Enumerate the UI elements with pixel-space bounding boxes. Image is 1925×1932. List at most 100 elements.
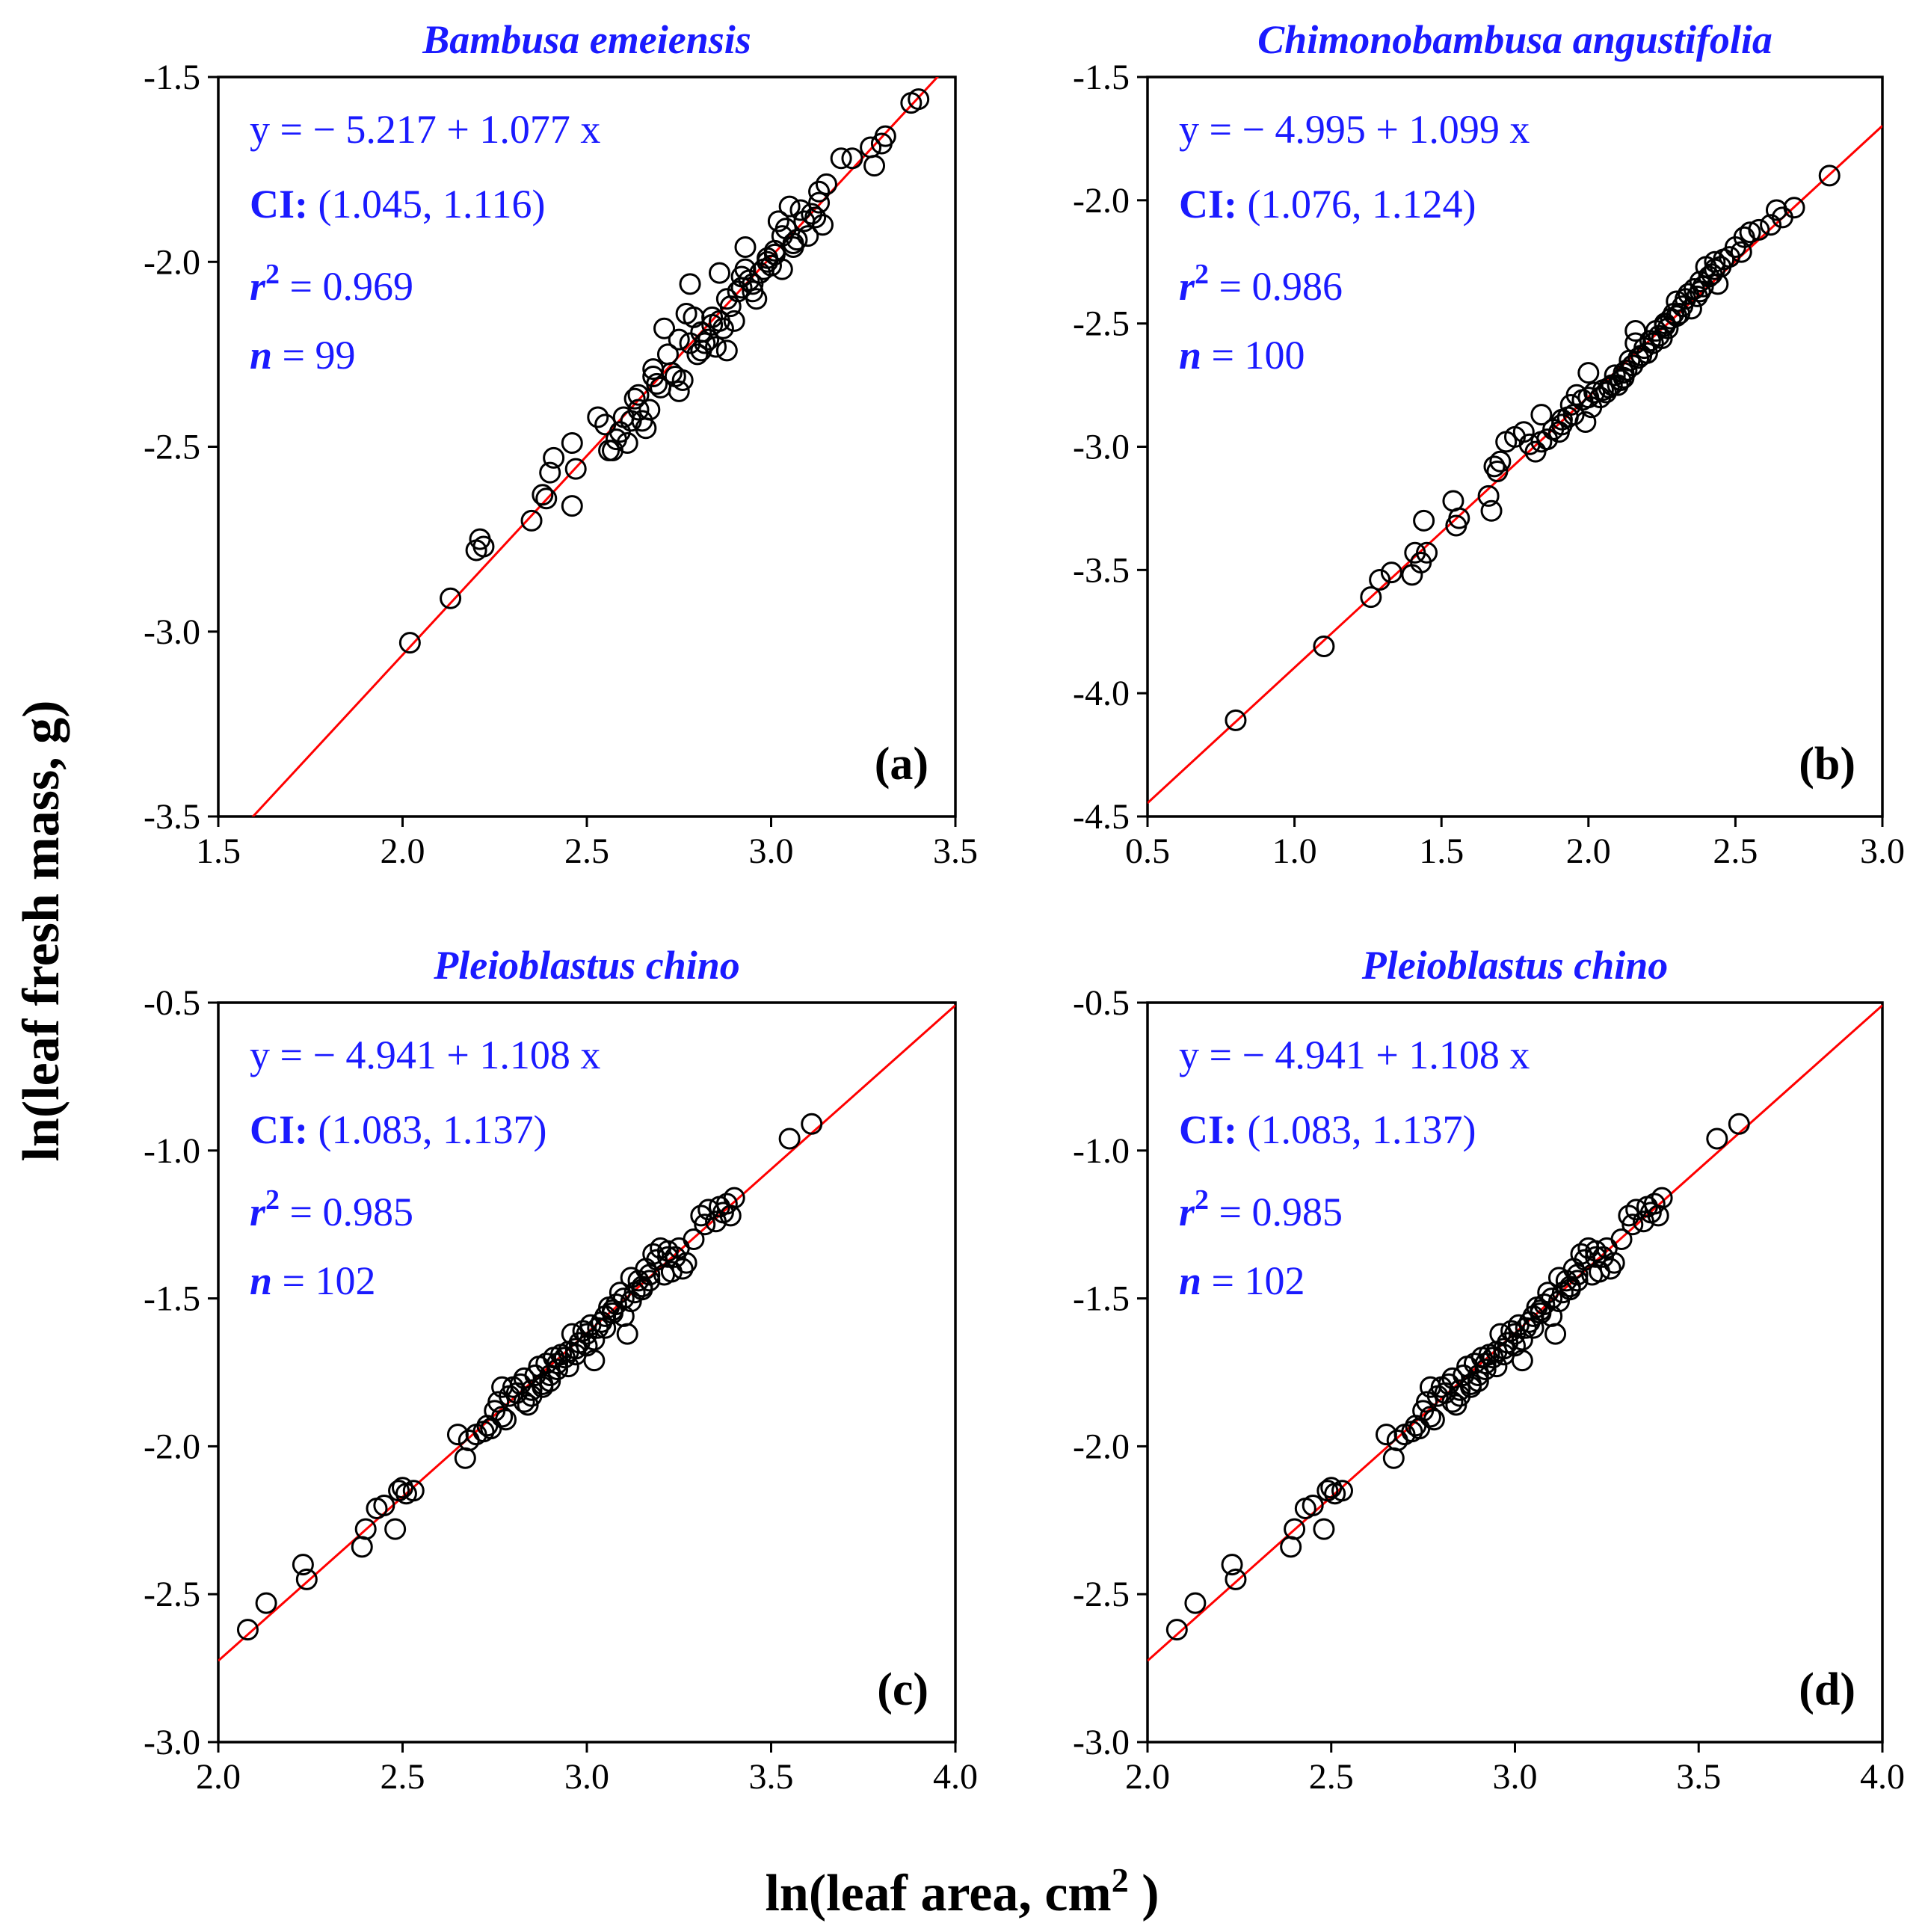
data-point — [1512, 421, 1535, 443]
y-tick-label: -1.5 — [144, 58, 200, 97]
data-point — [627, 384, 650, 406]
data-point — [1489, 450, 1512, 473]
x-tick-label: 4.0 — [1860, 1757, 1905, 1797]
data-point — [1511, 1350, 1533, 1372]
data-point — [1621, 1213, 1644, 1236]
x-tick-label: 3.0 — [564, 1757, 609, 1797]
data-point — [1221, 1554, 1243, 1576]
n-value: = 99 — [272, 333, 355, 378]
data-point — [1441, 1391, 1464, 1413]
x-tick-label: 3.0 — [749, 831, 794, 871]
data-point — [1369, 569, 1391, 591]
data-point — [757, 247, 779, 269]
data-point — [715, 1193, 738, 1215]
data-point — [1184, 1592, 1207, 1614]
data-point — [830, 147, 852, 170]
x-axis-title-main: ln(leaf area, cm — [765, 1865, 1111, 1922]
r2-value: = 0.969 — [280, 264, 413, 309]
data-point — [656, 1246, 679, 1268]
x-tick-label: 3.5 — [1676, 1757, 1721, 1797]
data-point — [671, 369, 694, 391]
data-point — [557, 1356, 579, 1378]
data-point — [620, 410, 642, 432]
data-point — [354, 1518, 377, 1540]
data-point — [440, 587, 462, 609]
data-point — [1624, 320, 1647, 342]
data-point — [384, 1518, 407, 1540]
x-tick-label: 1.5 — [196, 831, 241, 871]
data-point — [495, 1409, 517, 1431]
data-point — [646, 372, 668, 395]
x-tick-label: 2.5 — [1309, 1757, 1354, 1797]
data-point — [616, 1323, 638, 1345]
r2-superscript: 2 — [265, 1184, 280, 1216]
r2-superscript: 2 — [1195, 1184, 1209, 1216]
data-point — [701, 306, 724, 328]
data-point — [782, 233, 804, 255]
data-point — [1585, 1240, 1607, 1262]
data-point — [1320, 1477, 1343, 1499]
data-point — [564, 1338, 587, 1360]
data-point — [623, 387, 646, 410]
data-point — [612, 1305, 635, 1327]
x-tick-label: 4.0 — [933, 1757, 978, 1797]
confidence-interval: CI: (1.083, 1.137) — [1179, 1107, 1476, 1152]
n-label: n — [1179, 1258, 1201, 1303]
data-point — [1284, 1518, 1306, 1540]
data-point — [1559, 1279, 1581, 1301]
ci-label: CI: — [250, 182, 308, 227]
r-squared: r2 = 0.969 — [250, 259, 413, 309]
r2-label: r — [250, 1190, 266, 1234]
data-point — [1570, 1243, 1592, 1265]
n-label: n — [250, 333, 272, 378]
ci-value: (1.076, 1.124) — [1237, 182, 1476, 227]
regression-equation: y = − 5.217 + 1.077 x — [250, 107, 600, 152]
data-point — [771, 225, 793, 247]
x-tick-label: 2.0 — [196, 1757, 241, 1797]
data-point — [1739, 221, 1761, 244]
data-point — [351, 1536, 373, 1558]
data-point — [675, 1252, 697, 1274]
data-point — [561, 495, 583, 517]
ci-value: (1.083, 1.137) — [308, 1107, 546, 1152]
confidence-interval: CI: (1.045, 1.116) — [250, 182, 545, 227]
x-tick-label: 1.5 — [1419, 831, 1464, 871]
data-point — [863, 155, 886, 177]
data-point — [1313, 636, 1335, 658]
data-point — [812, 214, 834, 236]
r-squared: r2 = 0.985 — [1179, 1184, 1343, 1234]
data-point — [705, 336, 727, 358]
data-point — [1474, 1359, 1497, 1381]
data-point — [583, 1350, 606, 1372]
data-point — [1598, 376, 1620, 399]
data-point — [778, 1127, 801, 1150]
data-point — [679, 273, 701, 295]
y-tick-label: -0.5 — [144, 983, 200, 1023]
panel-tag: (a) — [875, 739, 928, 790]
data-point — [1380, 562, 1402, 584]
panel-title: Pleioblastus chino — [1361, 943, 1669, 988]
data-point — [808, 180, 831, 203]
data-point — [1651, 1187, 1673, 1209]
data-point — [690, 321, 712, 343]
data-point — [1574, 411, 1597, 434]
data-point — [616, 432, 638, 455]
data-point — [1416, 1391, 1438, 1413]
data-points — [236, 1113, 823, 1641]
confidence-interval: CI: (1.083, 1.137) — [250, 1107, 546, 1152]
data-point — [683, 306, 705, 328]
n-value: = 102 — [272, 1258, 375, 1303]
data-point — [1730, 241, 1752, 263]
data-point — [1480, 499, 1503, 522]
x-axis-title-close: ) — [1129, 1865, 1159, 1922]
ci-label: CI: — [250, 1107, 308, 1152]
regression-equation: y = − 4.941 + 1.108 x — [1179, 1033, 1530, 1077]
x-tick-label: 3.5 — [933, 831, 978, 871]
data-point — [454, 1447, 476, 1469]
data-point — [1624, 332, 1647, 354]
data-point — [1541, 1305, 1563, 1327]
data-point — [1530, 404, 1553, 426]
data-point — [1477, 484, 1500, 507]
y-tick-label: -3.0 — [1073, 428, 1130, 467]
y-tick-label: -3.5 — [1073, 550, 1130, 590]
